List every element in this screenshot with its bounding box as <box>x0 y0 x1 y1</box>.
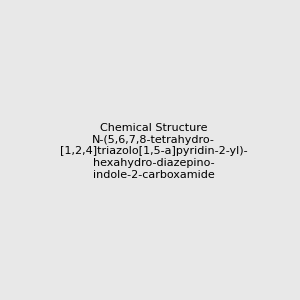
Text: Chemical Structure
N-(5,6,7,8-tetrahydro-
[1,2,4]triazolo[1,5-a]pyridin-2-yl)-
h: Chemical Structure N-(5,6,7,8-tetrahydro… <box>60 123 248 180</box>
